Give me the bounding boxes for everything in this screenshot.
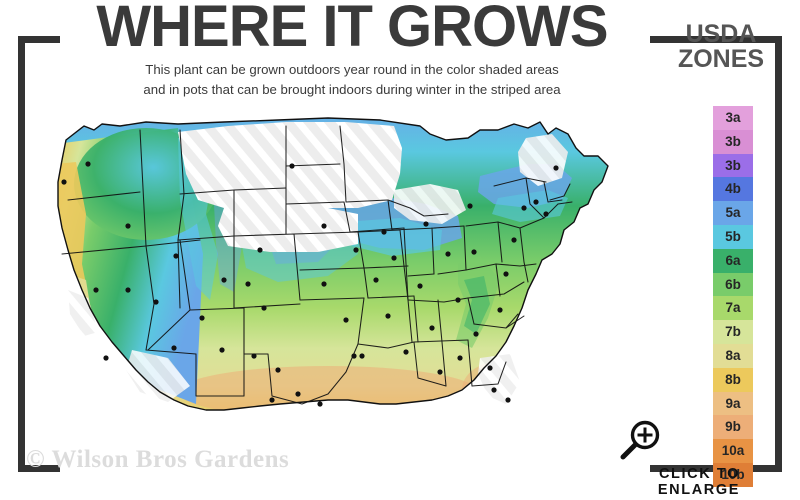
city-dot	[275, 367, 281, 373]
zone-swatch-8b-11: 8b	[713, 367, 753, 392]
city-dot	[403, 349, 409, 355]
zone-swatch-5b-5: 5b	[713, 224, 753, 249]
zone-swatch-3b-1: 3b	[713, 129, 753, 154]
city-dot	[321, 223, 327, 229]
usa-hardiness-map[interactable]	[28, 104, 638, 444]
city-dot	[125, 287, 131, 293]
frame-top-left-rule	[18, 36, 60, 43]
city-dot	[473, 331, 479, 337]
city-dot	[289, 163, 295, 169]
city-dot	[257, 247, 263, 253]
subtitle-line-1: This plant can be grown outdoors year ro…	[145, 62, 559, 77]
city-dot	[373, 277, 379, 283]
legend-title: USDA ZONES	[656, 22, 786, 72]
city-dot	[455, 297, 461, 303]
frame-right-rule	[775, 36, 782, 472]
city-dot	[521, 205, 527, 211]
page-subtitle: This plant can be grown outdoors year ro…	[56, 60, 648, 100]
city-dot	[503, 271, 509, 277]
city-dot	[553, 165, 559, 171]
city-dot-layer	[61, 161, 559, 407]
city-dot	[61, 179, 67, 185]
city-dot	[153, 299, 159, 305]
watermark: © Wilson Bros Gardens	[26, 446, 290, 473]
city-dot	[199, 315, 205, 321]
city-dot	[295, 391, 301, 397]
zone-swatch-7a-8: 7a	[713, 296, 753, 321]
city-dot	[219, 347, 225, 353]
zone-swatch-3b-2: 3b	[713, 153, 753, 178]
legend-title-line-1: USDA	[685, 20, 757, 48]
click-to-enlarge-label[interactable]: CLICK TO ENLARGE	[657, 466, 740, 498]
city-dot	[391, 255, 397, 261]
city-dot	[445, 251, 451, 257]
city-dot	[423, 221, 429, 227]
city-dot	[245, 281, 251, 287]
city-dot	[261, 305, 267, 311]
usda-zone-legend: 3a 3b 3b 4b 5a 5b 6a 6b 7a 7b 8a 8b 9a 9b 10a 10b	[713, 106, 753, 487]
zone-swatch-7b-9: 7b	[713, 320, 753, 344]
city-dot	[437, 369, 443, 375]
city-dot	[471, 249, 477, 255]
city-dot	[417, 283, 423, 289]
zone-swatch-6a-6: 6a	[713, 248, 753, 273]
zone-swatch-3a-0: 3a	[713, 106, 753, 130]
city-dot	[487, 365, 493, 371]
city-dot	[511, 237, 517, 243]
zone-swatch-9b-13: 9b	[713, 415, 753, 440]
frame-left-rule	[18, 36, 25, 472]
city-dot	[317, 401, 323, 407]
city-dot	[385, 313, 391, 319]
zone-swatch-10a-14: 10a	[713, 439, 753, 463]
city-dot	[491, 387, 497, 393]
city-dot	[321, 281, 327, 287]
city-dot	[543, 211, 549, 217]
zone-swatch-5a-4: 5a	[713, 201, 753, 225]
city-dot	[457, 355, 463, 361]
city-dot	[221, 277, 227, 283]
city-dot	[171, 345, 177, 351]
city-dot	[497, 307, 503, 313]
city-dot	[467, 203, 473, 209]
city-dot	[93, 287, 99, 293]
city-dot	[125, 223, 131, 229]
zone-swatch-10b-15: 10b	[713, 462, 753, 487]
zone-swatch-6b-7: 6b	[713, 272, 753, 297]
city-dot	[85, 161, 91, 167]
city-dot	[353, 247, 359, 253]
page-title: WHERE IT GROWS	[96, 0, 608, 59]
zone-swatch-4b-3: 4b	[713, 177, 753, 202]
city-dot	[351, 353, 357, 359]
city-dot	[429, 325, 435, 331]
magnifier-plus-icon[interactable]	[618, 418, 664, 464]
city-dot	[359, 353, 365, 359]
city-dot	[269, 397, 275, 403]
city-dot	[251, 353, 257, 359]
zone-swatch-9a-12: 9a	[713, 391, 753, 416]
city-dot	[173, 253, 179, 259]
country-outline-layer	[57, 117, 609, 411]
frame-bottom-left-rule	[18, 465, 60, 472]
legend-title-line-2: ZONES	[677, 45, 765, 73]
subtitle-line-2: and in pots that can be brought indoors …	[143, 82, 561, 97]
city-dot	[381, 229, 387, 235]
frame-top-right-rule	[650, 36, 782, 43]
city-dot	[505, 397, 511, 403]
city-dot	[533, 199, 539, 205]
city-dot	[103, 355, 109, 361]
state-borders-layer	[61, 125, 573, 405]
zone-swatch-8a-10: 8a	[713, 343, 753, 368]
city-dot	[343, 317, 349, 323]
